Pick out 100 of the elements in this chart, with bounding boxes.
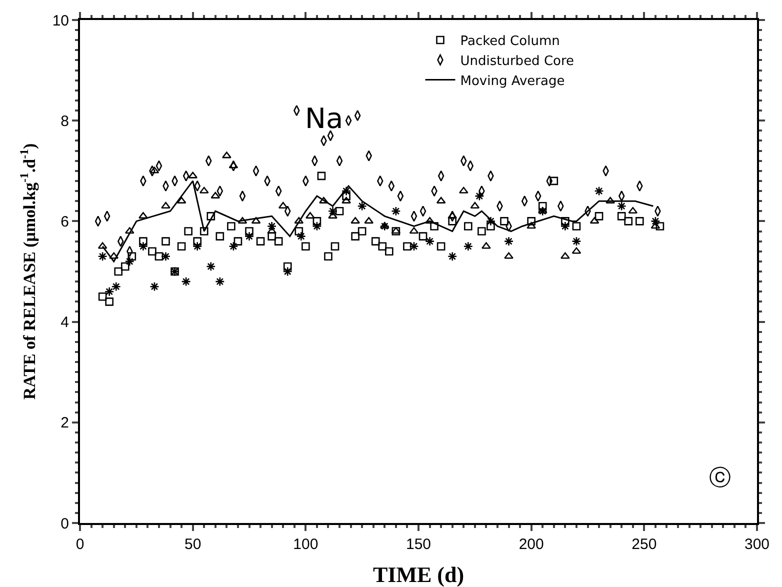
point: [128, 252, 136, 261]
point: [504, 252, 514, 259]
legend-label: Packed Column: [460, 34, 560, 50]
point: [486, 216, 496, 226]
y-tick-label: 2: [60, 414, 69, 432]
point: [486, 222, 495, 230]
point: [222, 152, 232, 158]
point: [526, 222, 536, 229]
point: [617, 212, 626, 220]
point: [464, 222, 472, 230]
point: [409, 227, 419, 234]
point: [150, 166, 160, 174]
point: [138, 212, 148, 219]
point: [200, 227, 208, 236]
point: [378, 242, 387, 250]
point: [418, 232, 428, 240]
point: [328, 206, 338, 216]
point: [256, 237, 265, 246]
point: [458, 186, 468, 194]
point: [109, 252, 119, 259]
point: [227, 222, 236, 230]
point: [391, 206, 401, 216]
point: [628, 206, 638, 214]
point: [124, 256, 134, 266]
point: [650, 222, 660, 229]
x-tick-label: 150: [406, 536, 432, 553]
point: [594, 212, 604, 220]
point: [357, 201, 367, 211]
x-tick-label: 0: [76, 536, 84, 553]
point: [380, 222, 390, 229]
point: [215, 276, 225, 286]
point: [371, 237, 380, 246]
point: [560, 221, 570, 232]
x-tick-label: 300: [744, 536, 770, 553]
point: [305, 212, 315, 219]
point: [572, 236, 582, 246]
point: [302, 242, 310, 250]
point: [177, 242, 186, 250]
point: [380, 221, 390, 232]
point: [234, 237, 242, 246]
point: [364, 217, 374, 224]
point: [154, 252, 164, 261]
point: [328, 212, 338, 219]
point: [319, 196, 328, 204]
point: [120, 262, 130, 271]
point: [192, 242, 202, 252]
point: [274, 237, 283, 246]
point: [351, 232, 360, 240]
point: [283, 262, 292, 271]
point: [238, 217, 248, 224]
point: [561, 217, 570, 226]
point: [138, 242, 148, 252]
point: [409, 242, 419, 252]
point: [98, 292, 107, 301]
point: [188, 172, 198, 178]
point: [538, 202, 547, 210]
x-tick-label: 100: [293, 536, 318, 553]
point: [482, 242, 491, 249]
point: [206, 212, 216, 220]
point: [199, 186, 209, 194]
point: [425, 217, 434, 224]
point: [139, 237, 148, 246]
x-tick-label: 50: [184, 536, 202, 553]
y-tick-label: 4: [60, 314, 69, 332]
point: [594, 186, 604, 196]
point: [424, 236, 435, 246]
x-tick-label: 200: [518, 536, 544, 553]
point: [448, 252, 458, 262]
point: [560, 252, 570, 259]
annotation: Na: [305, 102, 344, 135]
y-tick-label: 10: [52, 12, 69, 30]
point: [267, 227, 277, 234]
point: [572, 247, 582, 254]
point: [474, 191, 484, 201]
point: [342, 192, 350, 200]
point: [176, 196, 186, 204]
point: [266, 221, 277, 232]
legend-label: Moving Average: [460, 74, 565, 89]
point: [312, 221, 322, 232]
point: [170, 267, 179, 276]
y-tick-label: 8: [60, 112, 69, 130]
point: [161, 202, 170, 209]
point: [206, 262, 216, 272]
point: [244, 231, 254, 242]
point: [650, 216, 660, 226]
point: [278, 202, 288, 209]
point: [312, 217, 322, 226]
point: [527, 217, 536, 226]
point: [324, 252, 332, 261]
point: [403, 242, 412, 250]
point: [162, 237, 170, 246]
point: [317, 172, 326, 180]
point: [436, 196, 446, 204]
point: [504, 236, 514, 246]
annotation: ⓒ: [709, 466, 731, 491]
point: [550, 176, 558, 186]
point: [590, 217, 600, 224]
point: [342, 196, 351, 204]
point: [98, 252, 108, 262]
point: [181, 276, 191, 286]
